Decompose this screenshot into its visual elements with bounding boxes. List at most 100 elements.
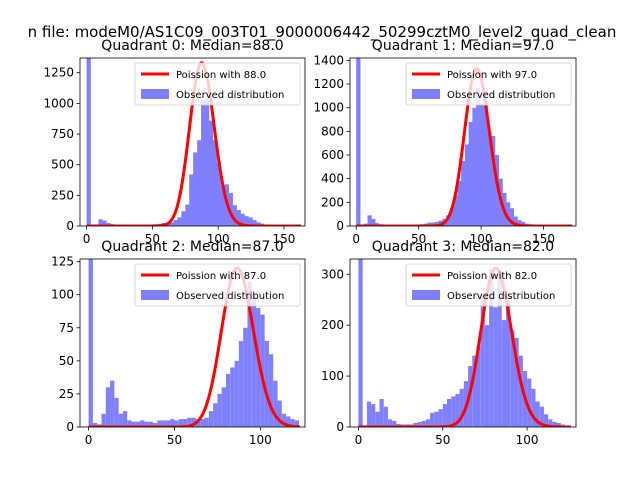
y-tick-label: 750 [51,127,74,141]
histogram-bar [552,421,557,427]
quadrant-panel-0: Quadrant 0: Median=88.0 0 50 100 150 0 250 500 7… [43,38,306,246]
y-tick-label: 100 [321,369,344,383]
histogram-bar [189,174,194,226]
histogram-bar [531,388,536,427]
histogram-bar [476,87,481,226]
histogram-bar [506,299,511,427]
histogram-bar [506,202,511,226]
histogram-bar [181,211,186,226]
y-tick-label: 200 [321,318,344,332]
histogram-bar [371,218,376,226]
x-tick-label: 150 [272,232,295,246]
histogram-bar [251,294,257,427]
histogram-bar [491,136,496,226]
y-tick-label: 400 [321,172,344,186]
histogram-bar [425,419,431,427]
y-tick-label: 0 [336,219,344,233]
axes-frame [79,258,306,428]
histogram-bar [290,419,295,427]
histogram-bar [464,144,470,226]
legend-patch-swatch [412,89,440,99]
legend: Poission with 97.0 Observed distribution [405,62,572,106]
histogram-bar [252,220,257,226]
y-tick-label: 25 [59,387,74,401]
y-tick-label: 1000 [313,101,344,115]
histogram-bar [170,419,175,427]
histogram-bar [392,420,397,427]
x-tick-label: 50 [145,232,160,246]
y-tick-label: 0 [66,219,74,233]
legend-label-observed: Observed distribution [176,90,284,101]
histogram-bar [86,58,91,226]
histogram-bar [140,420,145,427]
histogram-bar [105,387,111,427]
panel-title: Quadrant 1: Median=97.0 [372,38,554,54]
histogram-bar [371,404,376,427]
histogram-bar [358,259,363,427]
histogram-bar [110,380,115,427]
histogram-bar [217,393,222,427]
subplot-grid: Quadrant 0: Median=88.0 0 50 100 150 0 25 0 50 0 7… [43,38,577,447]
histogram-bar [431,222,436,226]
x-tick-label: 50 [167,433,182,447]
y-tick-label: 200 [321,195,344,209]
histogram-bar [122,411,128,427]
histogram-bar [556,422,561,427]
histogram-bar [383,406,388,427]
histogram-bar [204,417,209,427]
y-tick-label: 1400 [313,53,344,67]
histogram-bar [449,208,455,226]
legend-label-poisson: Poission with 87.0 [176,271,266,282]
histogram-bar [98,219,103,226]
histogram-bar [434,411,439,427]
histogram-bar [430,412,435,427]
y-tick-label: 600 [321,148,344,162]
histogram-bar [173,220,178,226]
histogram-bar [367,215,372,226]
histogram-bar [421,420,426,427]
histogram-bar [236,210,241,226]
y-tick-label: 75 [59,321,74,335]
histogram-bar [459,388,464,427]
histogram-bar [273,380,278,427]
histogram-bar [187,417,192,427]
histogram-bar [484,325,490,427]
legend: Poission with 88.0 Observed distribution [134,62,301,106]
histogram-bar [101,413,106,427]
axes-frame [349,57,577,227]
histogram-bar [247,281,252,427]
y-tick-label: 300 [321,267,344,281]
histogram-bar [487,131,492,226]
x-tick-label: 50 [411,232,426,246]
histogram-bar [483,100,488,226]
histogram-bar [243,327,248,427]
histogram-bar [514,337,519,427]
histogram-bar [451,396,456,427]
poisson-curve [88,266,300,427]
histogram-bar [114,397,119,427]
histogram-bar [161,420,166,427]
x-tick-label: 0 [83,232,91,246]
legend-box [405,62,572,106]
y-tick-label: 0 [66,420,74,434]
histogram-bar [106,222,111,226]
y-tick-label: 1250 [43,66,74,80]
legend-label-poisson: Poission with 88.0 [176,70,266,81]
histogram-bar [169,222,174,226]
histogram-bar [264,341,269,427]
legend-box [405,263,572,307]
panel-title: Quadrant 0: Median=88.0 [101,38,283,54]
histogram-bar [221,387,226,427]
histogram-bar [185,204,190,226]
histogram-bar [216,162,222,226]
axes-frame [349,258,577,428]
axes-frame [79,57,306,227]
histogram-bar [543,414,549,427]
histogram-bar [286,416,291,427]
histogram-bar [256,307,261,427]
histogram-bars [358,259,566,427]
histogram-bar [468,121,473,226]
histogram-bar [92,423,98,427]
histogram-bar [208,120,214,226]
histogram-bar [260,314,265,427]
